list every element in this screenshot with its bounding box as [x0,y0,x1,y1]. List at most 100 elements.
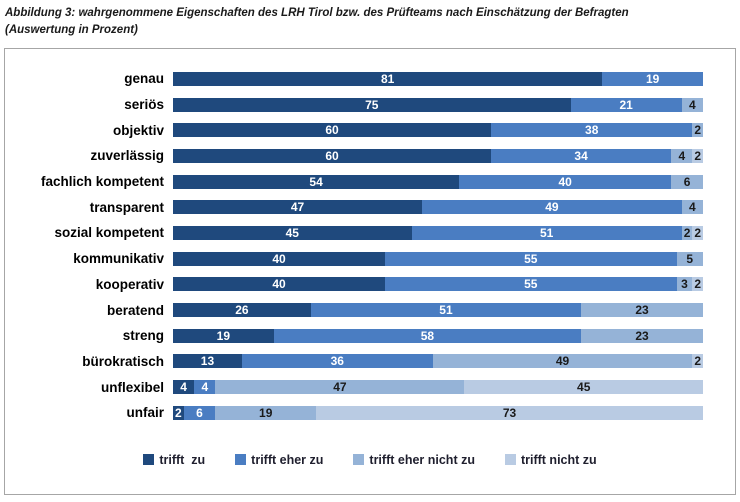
category-label: fachlich kompetent [40,174,164,190]
bar-track: 54 40 6 [173,174,703,189]
bar-track: 45 51 2 2 [173,225,703,240]
bar-track: 40 55 3 2 [173,277,703,292]
chart-row: kooperativ 40 55 3 2 [5,272,735,298]
bar-segment: 4 [194,380,216,395]
bar-segment: 6 [183,405,216,420]
figure-caption: Abbildung 3: wahrgenommene Eigenschaften… [5,5,725,38]
category-label: zuverlässig [90,148,164,164]
chart-row: unfair 2 6 19 73 [5,400,735,426]
legend-swatch-icon [235,454,247,466]
bar-segment: 55 [385,277,677,292]
chart-row: zuverlässig 60 34 4 2 [5,143,735,169]
bar-segment: 60 [173,123,491,138]
bar-track: 4 4 47 45 [173,380,703,395]
category-label: kommunikativ [73,251,164,267]
category-label: beratend [106,302,164,318]
bar-segment: 23 [581,303,703,318]
bar-track: 19 58 23 [173,328,703,343]
category-label: streng [122,328,164,344]
bar-segment: 19 [173,328,274,343]
legend-swatch-icon [143,454,155,466]
bar-segment: 49 [432,354,693,369]
figure-caption-line1: Abbildung 3: wahrgenommene Eigenschaften… [5,7,629,19]
category-label: sozial kompetent [54,225,164,241]
bar-segment: 73 [316,405,703,420]
bar-segment: 45 [173,225,412,240]
figure-caption-line2: (Auswertung in Prozent) [5,23,138,36]
bar-segment: 23 [581,328,703,343]
chart-row: objektiv 60 38 2 [5,117,735,143]
legend-item: trifft eher nicht zu [353,453,475,467]
bar-segment: 2 [692,148,703,163]
chart-row: unflexibel 4 4 47 45 [5,374,735,400]
legend-swatch-icon [504,454,516,466]
bar-segment: 4 [681,97,703,112]
bar-segment: 55 [385,251,677,266]
category-label: transparent [89,199,164,215]
bar-track: 47 49 4 [173,200,703,215]
legend-label: trifft zu [159,452,206,467]
bar-segment: 2 [692,123,703,138]
chart-row: transparent 47 49 4 [5,194,735,220]
bar-segment: 75 [173,97,571,112]
bar-segment: 5 [676,251,703,266]
bar-segment: 47 [173,200,423,215]
bar-segment: 81 [173,71,603,86]
bar-segment: 38 [491,123,693,138]
legend-label: trifft eher nicht zu [369,452,475,467]
bar-segment: 60 [173,148,491,163]
bar-segment: 6 [671,174,703,189]
bar-segment: 4 [671,148,693,163]
bar-segment: 13 [173,354,242,369]
legend-swatch-icon [353,454,365,466]
bar-segment: 36 [241,354,433,369]
legend-item: trifft zu [143,453,205,467]
bar-segment: 40 [459,174,672,189]
chart-area: genau 81 19 seriös 75 21 4 objektiv 60 38 2 zuverlä… [4,48,736,495]
chart-row: beratend 26 51 23 [5,297,735,323]
category-label: seriös [124,97,164,113]
bar-segment: 26 [173,303,311,318]
category-label: bürokratisch [82,353,164,369]
chart-row: bürokratisch 13 36 49 2 [5,349,735,375]
legend-item: trifft nicht zu [504,452,597,467]
bar-segment: 40 [173,251,385,266]
chart-rows: genau 81 19 seriös 75 21 4 objektiv 60 38 2 zuverlä… [5,49,735,426]
legend-label: trifft eher zu [251,452,324,467]
chart-row: seriös 75 21 4 [5,92,735,118]
chart-row: kommunikativ 40 55 5 [5,246,735,272]
category-label: kooperativ [95,276,164,292]
legend-label: trifft nicht zu [520,452,597,467]
bar-segment: 19 [602,71,703,86]
bar-track: 81 19 [173,71,703,86]
bar-segment: 54 [173,174,460,189]
bar-segment: 40 [173,277,385,292]
chart-row: fachlich kompetent 54 40 6 [5,169,735,195]
bar-segment: 45 [464,380,703,395]
category-label: unflexibel [100,379,164,395]
bar-track: 13 36 49 2 [173,354,703,369]
bar-track: 60 34 4 2 [173,148,703,163]
bar-track: 26 51 23 [173,303,703,318]
bar-segment: 49 [422,200,682,215]
bar-segment: 51 [411,225,682,240]
category-label: genau [124,71,164,87]
bar-segment: 2 [692,354,703,369]
bar-track: 40 55 5 [173,251,703,266]
bar-segment: 2 [173,405,184,420]
category-label: unfair [126,405,164,421]
bar-segment: 3 [676,277,693,292]
bar-track: 60 38 2 [173,123,703,138]
bar-segment: 19 [215,405,317,420]
bar-segment: 47 [215,380,465,395]
bar-segment: 2 [692,225,703,240]
chart-legend: trifft zu trifft eher zu trifft eher nicht… [5,453,735,467]
chart-row: sozial kompetent 45 51 2 2 [5,220,735,246]
legend-item: trifft eher zu [235,453,323,467]
category-label: objektiv [112,122,164,138]
bar-segment: 2 [692,277,703,292]
chart-row: streng 19 58 23 [5,323,735,349]
bar-segment: 2 [681,225,693,240]
bar-segment: 4 [681,200,703,215]
bar-segment: 58 [273,328,582,343]
